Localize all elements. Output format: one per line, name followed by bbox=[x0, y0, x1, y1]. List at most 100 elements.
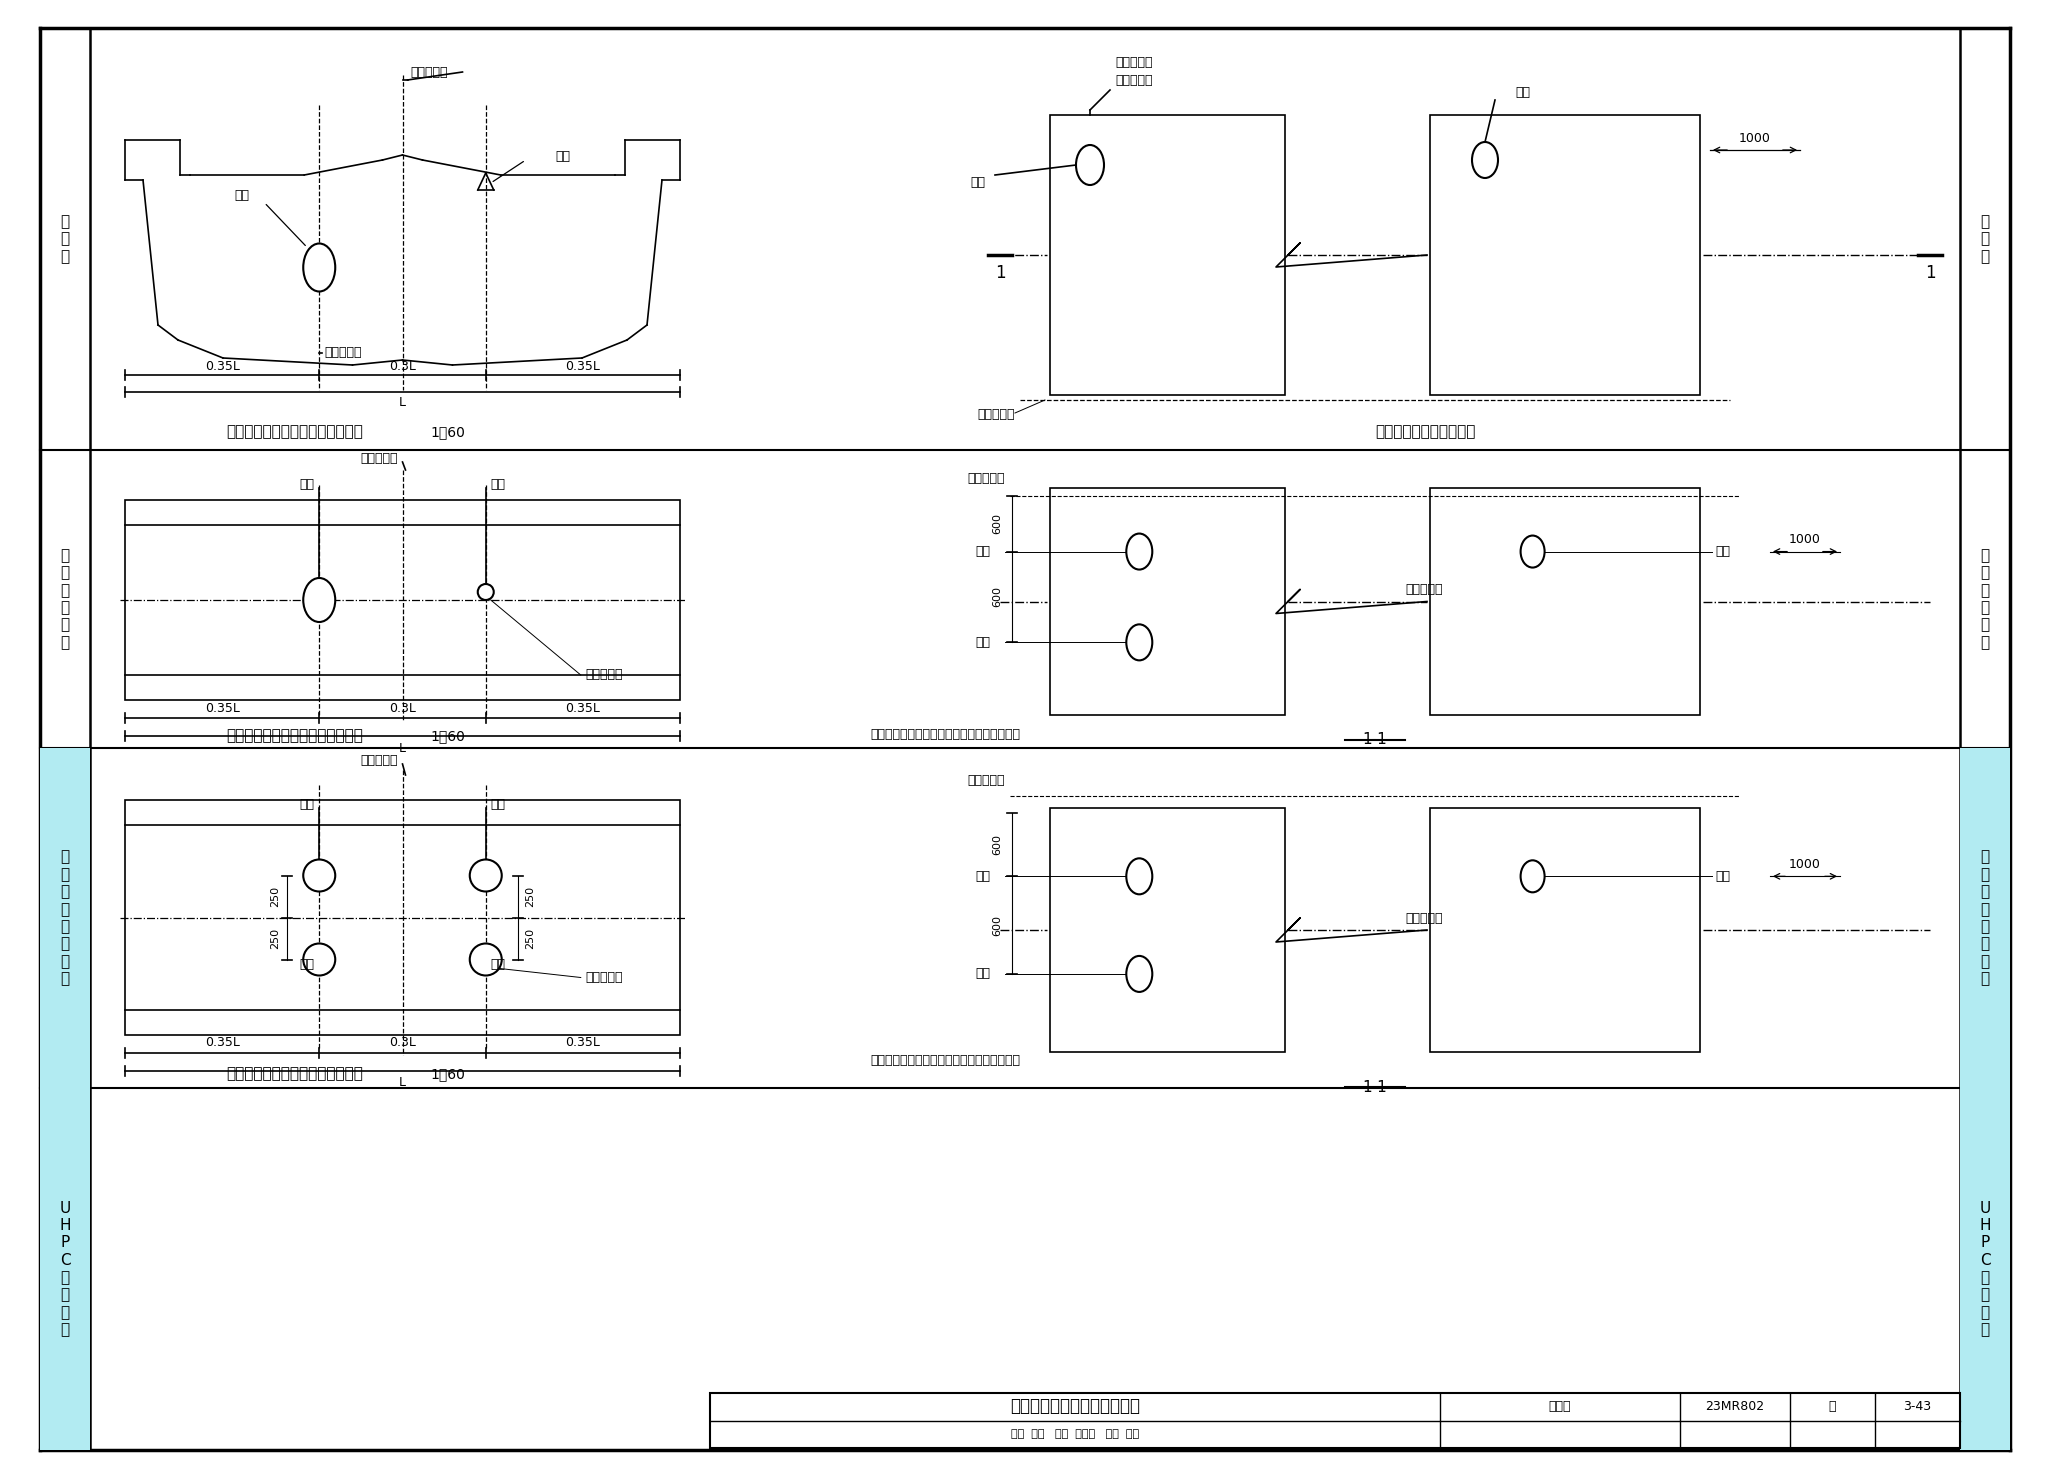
Text: 盖梁中心线: 盖梁中心线 bbox=[410, 65, 449, 78]
Text: 吊点: 吊点 bbox=[975, 636, 989, 649]
Bar bbox=[125, 500, 680, 701]
Text: 立柱顶缘线: 立柱顶缘线 bbox=[967, 773, 1006, 786]
Text: 1：60: 1：60 bbox=[430, 426, 465, 439]
Text: 吊点: 吊点 bbox=[555, 151, 571, 164]
Bar bbox=[125, 800, 680, 1035]
Circle shape bbox=[477, 584, 494, 600]
Text: 0.35L: 0.35L bbox=[205, 359, 240, 372]
Text: 吊点: 吊点 bbox=[975, 871, 989, 882]
Ellipse shape bbox=[303, 578, 336, 622]
Text: 吊环中心线: 吊环中心线 bbox=[324, 346, 362, 359]
Text: 3-43: 3-43 bbox=[1903, 1400, 1931, 1413]
Text: 1: 1 bbox=[1925, 265, 1935, 282]
Text: 盖梁中心线: 盖梁中心线 bbox=[586, 971, 623, 984]
Ellipse shape bbox=[303, 244, 336, 291]
Text: 0.35L: 0.35L bbox=[565, 1036, 600, 1049]
Text: 0.3L: 0.3L bbox=[389, 702, 416, 714]
Text: 1000: 1000 bbox=[1790, 857, 1821, 871]
Text: 注：吊环钢筋应避开预应力钢束及普通钢筋。: 注：吊环钢筋应避开预应力钢束及普通钢筋。 bbox=[870, 729, 1020, 742]
Text: 1-1: 1-1 bbox=[1362, 733, 1386, 748]
Text: 吊点: 吊点 bbox=[299, 479, 313, 492]
Text: 吊环中心线: 吊环中心线 bbox=[360, 754, 397, 767]
Text: 波
纹
钉
管
连
接
桥
墩: 波 纹 钉 管 连 接 桥 墩 bbox=[61, 850, 70, 986]
Bar bbox=[1430, 808, 1700, 1052]
Text: 250: 250 bbox=[270, 885, 281, 907]
Text: 图集号: 图集号 bbox=[1548, 1400, 1571, 1413]
Text: 250: 250 bbox=[524, 928, 535, 949]
Text: 1：60: 1：60 bbox=[430, 1067, 465, 1080]
Text: 吊点: 吊点 bbox=[299, 798, 313, 811]
Bar bbox=[1051, 115, 1284, 395]
Text: 吊点: 吊点 bbox=[1516, 87, 1530, 99]
Text: 立柱中心线: 立柱中心线 bbox=[1405, 912, 1442, 925]
Bar bbox=[41, 748, 90, 1088]
Text: 1-1: 1-1 bbox=[1362, 1079, 1386, 1095]
Circle shape bbox=[469, 860, 502, 891]
Bar bbox=[1430, 488, 1700, 715]
Text: 1000: 1000 bbox=[1739, 132, 1772, 145]
Text: 0.35L: 0.35L bbox=[565, 359, 600, 372]
Text: 0.3L: 0.3L bbox=[389, 359, 416, 372]
Text: U
H
P
C
连
接
桥
墩: U H P C 连 接 桥 墩 bbox=[1978, 1200, 1991, 1338]
Ellipse shape bbox=[1473, 142, 1497, 177]
Text: 0.35L: 0.35L bbox=[205, 702, 240, 714]
Text: 600: 600 bbox=[991, 915, 1001, 936]
Text: 600: 600 bbox=[991, 587, 1001, 607]
Ellipse shape bbox=[1126, 956, 1153, 992]
Text: 600: 600 bbox=[991, 513, 1001, 534]
Text: 0.3L: 0.3L bbox=[389, 1036, 416, 1049]
Text: 预制盖梁吊点位置示意图: 预制盖梁吊点位置示意图 bbox=[1374, 424, 1475, 439]
Text: L: L bbox=[399, 742, 406, 754]
Text: 吊点: 吊点 bbox=[971, 176, 985, 189]
Ellipse shape bbox=[1126, 624, 1153, 661]
Text: 立柱顶缘线: 立柱顶缘线 bbox=[977, 408, 1016, 421]
Text: 波纹钢管连接桥墩吊点示意图: 波纹钢管连接桥墩吊点示意图 bbox=[1010, 1397, 1141, 1414]
Ellipse shape bbox=[1126, 859, 1153, 894]
Ellipse shape bbox=[1126, 534, 1153, 569]
Ellipse shape bbox=[1075, 145, 1104, 185]
Text: 立柱中心线: 立柱中心线 bbox=[1405, 582, 1442, 596]
Text: 1000: 1000 bbox=[1790, 534, 1821, 545]
Text: 套
筒
连
接
桥
墩: 套 筒 连 接 桥 墩 bbox=[61, 548, 70, 650]
Text: 吊点: 吊点 bbox=[1714, 871, 1731, 882]
Bar bbox=[41, 1088, 90, 1450]
Text: 小
筱
棁: 小 筱 棁 bbox=[61, 214, 70, 265]
Text: 吊环中心线: 吊环中心线 bbox=[360, 451, 397, 464]
Text: 0.35L: 0.35L bbox=[565, 702, 600, 714]
Ellipse shape bbox=[1520, 860, 1544, 893]
Text: 波
纹
钉
管
连
接
桥
墩: 波 纹 钉 管 连 接 桥 墩 bbox=[1980, 850, 1989, 986]
Circle shape bbox=[303, 860, 336, 891]
Bar bbox=[1051, 808, 1284, 1052]
Text: 吊点: 吊点 bbox=[975, 545, 989, 559]
Text: 1: 1 bbox=[995, 265, 1006, 282]
Text: 吊点: 吊点 bbox=[975, 968, 989, 980]
Text: 吊点: 吊点 bbox=[492, 479, 506, 492]
Text: 吊点: 吊点 bbox=[492, 798, 506, 811]
Text: 预制盖梁吊点位置示意图（平面）: 预制盖梁吊点位置示意图（平面） bbox=[227, 1067, 362, 1082]
Text: 吊点: 吊点 bbox=[233, 189, 250, 202]
Bar bbox=[711, 1392, 1960, 1448]
Circle shape bbox=[469, 943, 502, 975]
Text: 吊点: 吊点 bbox=[1714, 545, 1731, 559]
Text: 审核  陈明   校对  黄麓峰   设计  肖师: 审核 陈明 校对 黄麓峰 设计 肖师 bbox=[1012, 1429, 1139, 1440]
Text: 页: 页 bbox=[1829, 1400, 1837, 1413]
Text: 吊环中心线: 吊环中心线 bbox=[1114, 74, 1153, 87]
Text: 盖梁中心线: 盖梁中心线 bbox=[586, 668, 623, 681]
Bar bbox=[1960, 1088, 2009, 1450]
Text: 23MR802: 23MR802 bbox=[1706, 1400, 1765, 1413]
Ellipse shape bbox=[1520, 535, 1544, 568]
Text: 预制盖梁吊点位置示意图（平面）: 预制盖梁吊点位置示意图（平面） bbox=[227, 729, 362, 743]
Text: 吊点: 吊点 bbox=[492, 958, 506, 971]
Circle shape bbox=[303, 943, 336, 975]
Text: L: L bbox=[399, 396, 406, 408]
Bar bbox=[1051, 488, 1284, 715]
Text: 立柱顶缘线: 立柱顶缘线 bbox=[967, 471, 1006, 485]
Text: 250: 250 bbox=[270, 928, 281, 949]
Text: 小
筱
棁: 小 筱 棁 bbox=[1980, 214, 1989, 265]
Text: U
H
P
C
连
接
桥
墩: U H P C 连 接 桥 墩 bbox=[59, 1200, 72, 1338]
Text: 1：60: 1：60 bbox=[430, 729, 465, 743]
Bar bbox=[1960, 748, 2009, 1088]
Text: 预制盖梁吊点位置示意图（立面）: 预制盖梁吊点位置示意图（立面） bbox=[227, 424, 362, 439]
Text: 0.35L: 0.35L bbox=[205, 1036, 240, 1049]
Bar bbox=[1430, 115, 1700, 395]
